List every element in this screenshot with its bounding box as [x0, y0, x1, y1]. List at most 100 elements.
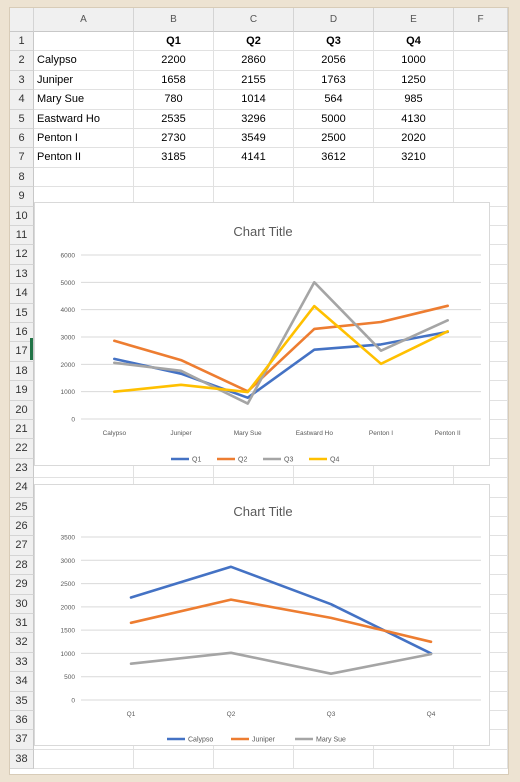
cell[interactable]	[294, 167, 374, 188]
row-header-27[interactable]: 27	[10, 536, 34, 556]
row-header-36[interactable]: 36	[10, 711, 34, 731]
cell[interactable]	[454, 148, 508, 168]
cell[interactable]	[454, 129, 508, 149]
cell[interactable]	[454, 51, 508, 71]
cell[interactable]	[134, 167, 214, 188]
value-cell[interactable]: 2056	[294, 51, 374, 71]
row-header-18[interactable]: 18	[10, 361, 34, 382]
column-header-f[interactable]: F	[454, 8, 508, 32]
row-header-1[interactable]: 1	[10, 32, 34, 52]
row-header-30[interactable]: 30	[10, 594, 34, 614]
cell[interactable]	[454, 458, 508, 479]
chart-by-quarter[interactable]: Chart Title 0 500 1000 1500 2000 2500 3000 3500 Q…	[34, 484, 490, 746]
value-cell[interactable]: 5000	[294, 109, 374, 129]
value-cell[interactable]: 1250	[374, 70, 454, 91]
row-header-37[interactable]: 37	[10, 730, 34, 750]
cell[interactable]	[294, 749, 374, 770]
cell[interactable]	[214, 749, 294, 770]
row-header-38[interactable]: 38	[10, 749, 34, 770]
value-cell[interactable]: 4130	[374, 109, 454, 129]
product-name-cell[interactable]: Penton II	[34, 148, 134, 168]
product-name-cell[interactable]: Mary Sue	[34, 90, 134, 110]
row-header-11[interactable]: 11	[10, 226, 34, 246]
row-header-16[interactable]: 16	[10, 323, 34, 343]
cell[interactable]	[454, 749, 508, 770]
row-header-6[interactable]: 6	[10, 129, 34, 149]
cell[interactable]	[214, 167, 294, 188]
cell[interactable]	[454, 32, 508, 52]
row-header-12[interactable]: 12	[10, 245, 34, 265]
column-header-b[interactable]: B	[134, 8, 214, 32]
row-header-7[interactable]: 7	[10, 148, 34, 168]
row-header-29[interactable]: 29	[10, 575, 34, 595]
product-name-cell[interactable]: Calypso	[34, 51, 134, 71]
value-cell[interactable]: 1658	[134, 70, 214, 91]
value-cell[interactable]: 2020	[374, 129, 454, 149]
cell[interactable]	[34, 458, 134, 479]
row-header-5[interactable]: 5	[10, 109, 34, 129]
value-cell[interactable]: 2860	[214, 51, 294, 71]
row-header-10[interactable]: 10	[10, 206, 34, 226]
row-header-13[interactable]: 13	[10, 264, 34, 285]
column-header-e[interactable]: E	[374, 8, 454, 32]
column-label-cell[interactable]: Q4	[374, 32, 454, 52]
column-header-c[interactable]: C	[214, 8, 294, 32]
value-cell[interactable]: 2500	[294, 129, 374, 149]
row-header-21[interactable]: 21	[10, 420, 34, 440]
cell[interactable]	[454, 167, 508, 188]
column-header-a[interactable]: A	[34, 8, 134, 32]
row-header-20[interactable]: 20	[10, 400, 34, 420]
row-header-8[interactable]: 8	[10, 167, 34, 188]
value-cell[interactable]: 985	[374, 90, 454, 110]
product-name-cell[interactable]: Eastward Ho	[34, 109, 134, 129]
cell[interactable]	[134, 749, 214, 770]
row-header-14[interactable]: 14	[10, 284, 34, 304]
value-cell[interactable]: 3185	[134, 148, 214, 168]
row-header-15[interactable]: 15	[10, 303, 34, 323]
column-label-cell[interactable]: Q2	[214, 32, 294, 52]
row-header-4[interactable]: 4	[10, 90, 34, 110]
cell[interactable]	[294, 458, 374, 479]
cell[interactable]	[454, 90, 508, 110]
column-label-cell[interactable]: Q3	[294, 32, 374, 52]
value-cell[interactable]: 3210	[374, 148, 454, 168]
row-header-17[interactable]: 17	[10, 342, 34, 362]
value-cell[interactable]: 2200	[134, 51, 214, 71]
value-cell[interactable]: 3612	[294, 148, 374, 168]
row-header-33[interactable]: 33	[10, 652, 34, 673]
value-cell[interactable]: 780	[134, 90, 214, 110]
row-header-31[interactable]: 31	[10, 614, 34, 634]
value-cell[interactable]: 1000	[374, 51, 454, 71]
value-cell[interactable]: 4141	[214, 148, 294, 168]
product-name-cell[interactable]: Penton I	[34, 129, 134, 149]
row-header-24[interactable]: 24	[10, 478, 34, 498]
select-all-corner[interactable]	[10, 8, 34, 32]
value-cell[interactable]: 2535	[134, 109, 214, 129]
row-header-25[interactable]: 25	[10, 497, 34, 517]
chart-by-product[interactable]: Chart Title 0 1000 2000 3000 4000 5000 6000 Caly…	[34, 202, 490, 466]
cell[interactable]	[374, 167, 454, 188]
value-cell[interactable]: 564	[294, 90, 374, 110]
value-cell[interactable]: 2155	[214, 70, 294, 91]
cell[interactable]	[374, 749, 454, 770]
cell[interactable]	[34, 749, 134, 770]
row-header-3[interactable]: 3	[10, 70, 34, 91]
value-cell[interactable]: 1763	[294, 70, 374, 91]
value-cell[interactable]: 3549	[214, 129, 294, 149]
row-header-26[interactable]: 26	[10, 517, 34, 537]
cell[interactable]	[454, 109, 508, 129]
column-label-cell[interactable]: Q1	[134, 32, 214, 52]
value-cell[interactable]: 3296	[214, 109, 294, 129]
column-header-d[interactable]: D	[294, 8, 374, 32]
row-header-32[interactable]: 32	[10, 633, 34, 653]
cell[interactable]	[34, 167, 134, 188]
row-header-28[interactable]: 28	[10, 555, 34, 576]
cell[interactable]	[34, 32, 134, 52]
row-header-22[interactable]: 22	[10, 439, 34, 459]
row-header-2[interactable]: 2	[10, 51, 34, 71]
row-header-9[interactable]: 9	[10, 187, 34, 207]
row-header-23[interactable]: 23	[10, 458, 34, 479]
value-cell[interactable]: 2730	[134, 129, 214, 149]
cell[interactable]	[134, 458, 214, 479]
value-cell[interactable]: 1014	[214, 90, 294, 110]
